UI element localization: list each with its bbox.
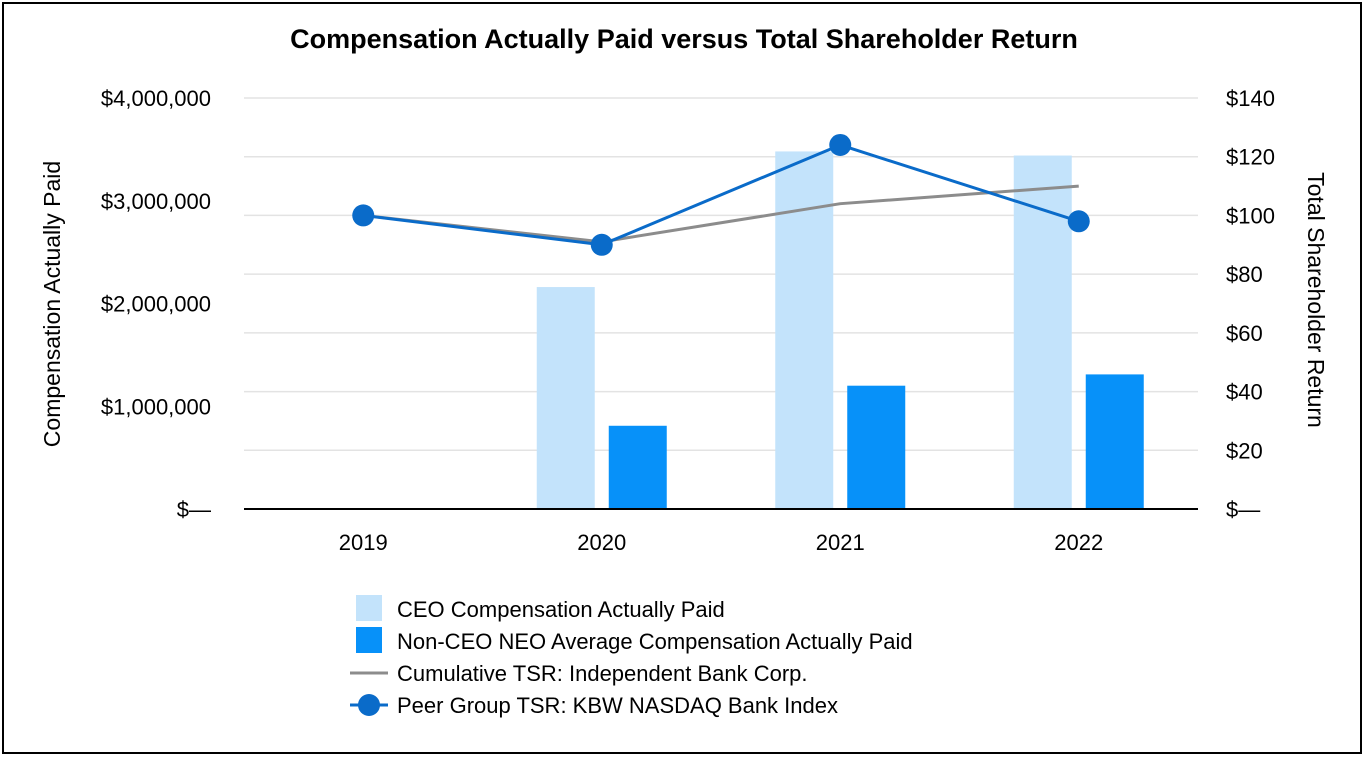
- y2-axis-title: Total Shareholder Return: [1303, 172, 1329, 428]
- right-tick-label: $120: [1226, 145, 1275, 170]
- chart-title: Compensation Actually Paid versus Total …: [290, 24, 1078, 54]
- left-tick-label: $3,000,000: [101, 189, 211, 214]
- right-tick-label: $80: [1226, 262, 1263, 287]
- legend-swatch: [356, 627, 382, 653]
- legend: CEO Compensation Actually Paid Non-CEO NE…: [350, 595, 913, 718]
- legend-label: Cumulative TSR: Independent Bank Corp.: [397, 661, 808, 686]
- peer-tsr-marker: [1067, 210, 1090, 233]
- neo-bar: [608, 425, 667, 509]
- legend-label: Peer Group TSR: KBW NASDAQ Bank Index: [397, 693, 838, 718]
- right-tick-label: $—: [1226, 497, 1260, 522]
- legend-label: CEO Compensation Actually Paid: [397, 597, 725, 622]
- x-tick-label: 2019: [339, 530, 388, 555]
- right-tick-label: $40: [1226, 380, 1263, 405]
- peer-tsr-marker: [590, 233, 613, 256]
- right-tick-label: $100: [1226, 203, 1275, 228]
- peer-tsr-marker: [352, 204, 375, 227]
- neo-bar: [1085, 374, 1144, 509]
- x-tick-label: 2021: [816, 530, 865, 555]
- x-tick-label: 2022: [1054, 530, 1103, 555]
- right-tick-label: $140: [1226, 86, 1275, 111]
- left-tick-label: $—: [177, 497, 211, 522]
- left-tick-label: $4,000,000: [101, 86, 211, 111]
- ceo-bar: [536, 287, 595, 509]
- x-tick-label: 2020: [577, 530, 626, 555]
- right-tick-label: $20: [1226, 438, 1263, 463]
- legend-label: Non-CEO NEO Average Compensation Actuall…: [397, 629, 913, 654]
- lines: [352, 133, 1090, 256]
- neo-bar: [847, 385, 906, 509]
- peer-tsr-marker: [829, 133, 852, 156]
- left-tick-label: $2,000,000: [101, 292, 211, 317]
- bars: [536, 151, 1144, 510]
- axes: $— $1,000,000 $2,000,000 $3,000,000 $4,000,0…: [39, 86, 1329, 555]
- right-tick-label: $60: [1226, 321, 1263, 346]
- peer-tsr-line: [363, 143, 1080, 247]
- y-axis-title: Compensation Actually Paid: [39, 161, 65, 447]
- left-tick-label: $1,000,000: [101, 394, 211, 419]
- legend-swatch: [356, 595, 382, 621]
- legend-marker: [358, 694, 380, 716]
